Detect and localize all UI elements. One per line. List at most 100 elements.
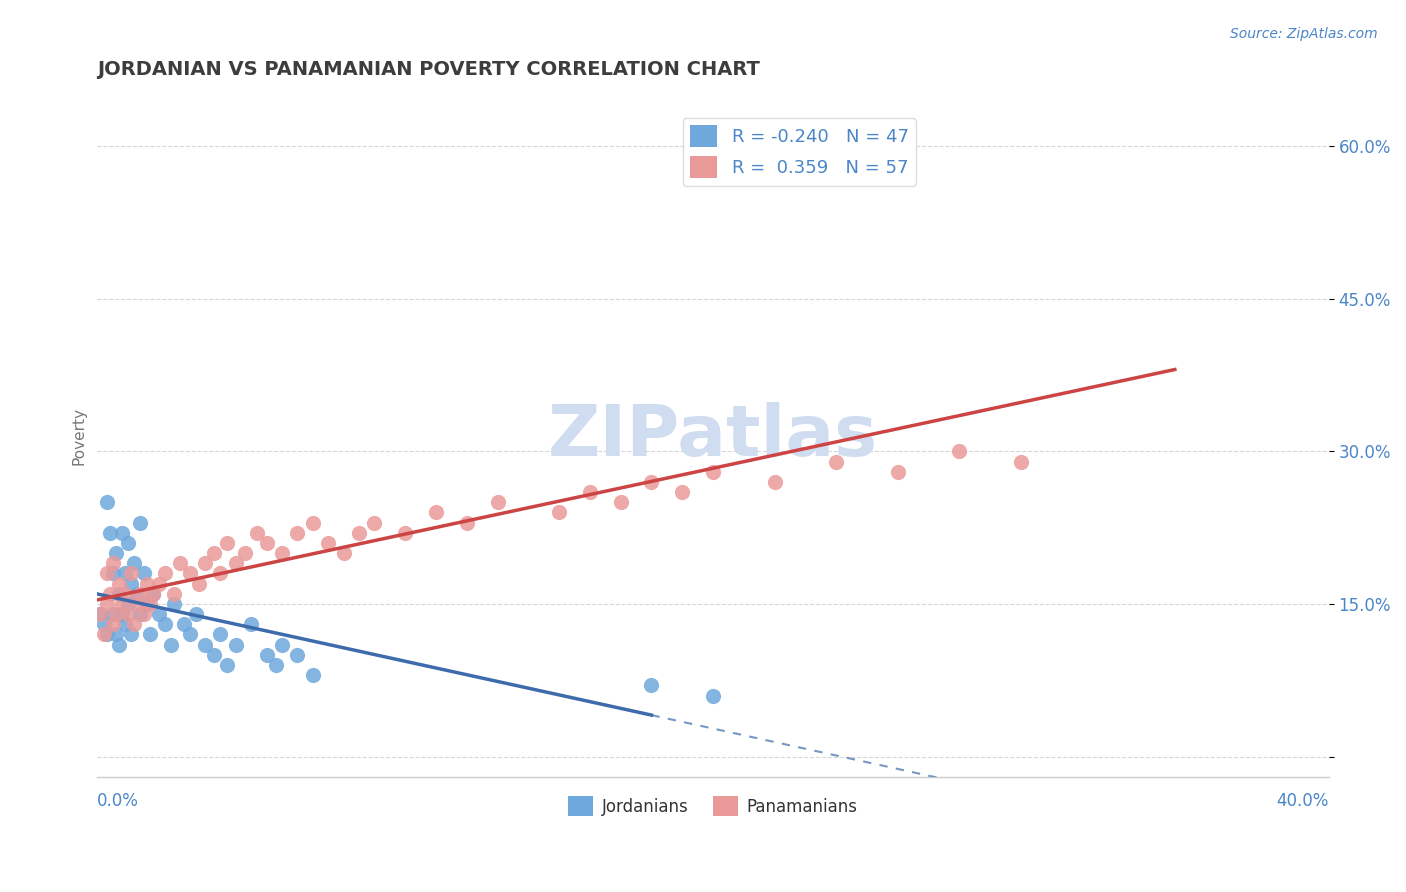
Point (114, 566, 136, 581)
Point (89, 607, 111, 621)
Point (215, 658, 238, 673)
Point (148, 607, 170, 621)
Point (763, 475, 786, 489)
Point (148, 576, 170, 591)
Point (120, 576, 142, 591)
Point (96, 495, 118, 509)
Point (246, 525, 269, 540)
Point (117, 607, 139, 621)
Point (93, 617, 115, 632)
Point (202, 648, 225, 662)
Point (124, 617, 146, 632)
Text: 0.0%: 0.0% (97, 792, 139, 810)
Point (240, 617, 263, 632)
Point (194, 556, 217, 570)
Point (101, 617, 124, 632)
Point (887, 465, 910, 479)
Point (256, 648, 278, 662)
Point (187, 576, 209, 591)
Point (127, 587, 149, 601)
Point (120, 627, 142, 641)
Point (89, 607, 111, 621)
Point (202, 546, 225, 560)
Point (163, 597, 186, 611)
Point (640, 678, 662, 692)
Point (179, 627, 201, 641)
Point (486, 495, 509, 509)
Point (96, 597, 118, 611)
Point (124, 556, 146, 570)
Point (264, 658, 287, 673)
Point (108, 638, 131, 652)
Point (129, 607, 152, 621)
Point (702, 689, 724, 703)
Point (184, 607, 207, 621)
Point (209, 627, 232, 641)
Point (98, 587, 121, 601)
Point (96, 566, 118, 581)
Point (169, 556, 191, 570)
Point (287, 525, 309, 540)
Legend: Jordanians, Panamanians: Jordanians, Panamanians (561, 789, 865, 823)
Point (347, 525, 370, 540)
Point (104, 627, 127, 641)
Point (111, 525, 134, 540)
Text: ZIPatlas: ZIPatlas (548, 401, 879, 471)
Point (108, 587, 131, 601)
Text: JORDANIAN VS PANAMANIAN POVERTY CORRELATION CHART: JORDANIAN VS PANAMANIAN POVERTY CORRELAT… (97, 60, 761, 78)
Point (120, 566, 142, 581)
Point (98, 525, 121, 540)
Point (101, 566, 124, 581)
Point (129, 516, 152, 530)
Text: Source: ZipAtlas.com: Source: ZipAtlas.com (1230, 27, 1378, 41)
Point (129, 587, 152, 601)
Point (142, 587, 165, 601)
Point (316, 536, 339, 550)
Point (127, 597, 149, 611)
Point (825, 454, 848, 468)
Point (104, 546, 127, 560)
Point (1010, 454, 1032, 468)
Point (271, 638, 294, 652)
Point (640, 475, 662, 489)
Point (302, 668, 325, 682)
Point (425, 505, 447, 519)
Point (153, 566, 176, 581)
Point (363, 516, 385, 530)
Point (114, 617, 136, 632)
Point (163, 587, 186, 601)
Point (671, 485, 693, 500)
Point (702, 465, 724, 479)
Point (173, 617, 195, 632)
Point (179, 566, 201, 581)
Point (138, 597, 160, 611)
Point (153, 617, 176, 632)
Point (111, 597, 134, 611)
Point (215, 536, 238, 550)
Point (233, 546, 256, 560)
Point (117, 536, 139, 550)
Point (456, 516, 478, 530)
Point (138, 627, 160, 641)
Point (579, 485, 602, 500)
Point (108, 576, 131, 591)
Point (394, 525, 416, 540)
Point (194, 638, 217, 652)
Point (135, 597, 157, 611)
Point (160, 638, 183, 652)
Point (287, 648, 309, 662)
Point (209, 566, 232, 581)
Point (96, 627, 118, 641)
Point (948, 444, 970, 458)
Point (142, 587, 165, 601)
Point (302, 516, 325, 530)
Point (271, 546, 294, 560)
Point (548, 505, 571, 519)
Point (111, 607, 134, 621)
Point (132, 607, 155, 621)
Point (104, 607, 127, 621)
Y-axis label: Poverty: Poverty (72, 407, 86, 465)
Point (256, 536, 278, 550)
Point (609, 495, 631, 509)
Point (114, 587, 136, 601)
